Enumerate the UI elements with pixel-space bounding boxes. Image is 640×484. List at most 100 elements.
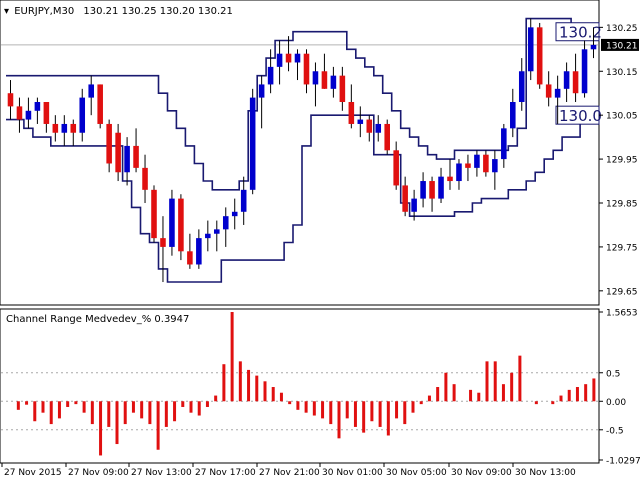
candle [518, 58, 525, 111]
candle [465, 154, 471, 182]
candle-body-bull [196, 238, 202, 265]
candle [231, 198, 238, 230]
candle-body-bear [142, 167, 148, 190]
candle-body-bull [267, 66, 274, 85]
candle [483, 150, 489, 177]
candle [501, 123, 507, 168]
candle [554, 75, 561, 124]
candle-body-bull [124, 145, 130, 173]
candle-body-bull [25, 110, 32, 120]
price-axis-label: 130.05 [606, 112, 638, 122]
candle-body-bull [563, 71, 570, 89]
candle-body-bear [151, 189, 157, 239]
candle-body-bull [61, 123, 68, 133]
candle-body-bull [518, 71, 525, 102]
candle-body-bull [240, 189, 247, 212]
candle [34, 97, 41, 124]
candle-body-bear [7, 93, 14, 107]
candle-body-bull [510, 102, 516, 129]
candle [411, 189, 417, 221]
candle [160, 216, 166, 283]
candle [151, 185, 157, 243]
candle [187, 233, 193, 269]
candle-body-bull [79, 97, 86, 133]
time-axis-label: 30 Nov 01:00 [322, 468, 383, 478]
indicator-bars [16, 312, 596, 456]
candle [536, 22, 543, 89]
chart-ohlc-values: 130.21 130.25 130.20 130.21 [83, 6, 233, 17]
candle-body-bull [214, 229, 220, 234]
candle [79, 88, 86, 142]
candle [402, 176, 408, 217]
time-axis: 27 Nov 2015 27 Nov 09:00 27 Nov 13:00 27 No… [1, 463, 576, 478]
candle-body-bull [474, 154, 480, 168]
candle [447, 159, 453, 190]
candle-body-bear [106, 123, 112, 164]
candle-body-bear [545, 84, 552, 98]
candle-body-bear [366, 119, 373, 133]
candle [249, 88, 256, 195]
candle-body-bear [429, 181, 435, 199]
candle [339, 66, 346, 111]
candle [88, 75, 94, 116]
candle [115, 123, 121, 182]
candle [267, 49, 274, 94]
candle [366, 115, 373, 142]
candle [456, 159, 462, 190]
candle-body-bear [285, 53, 292, 63]
time-axis-label: 27 Nov 13:00 [131, 468, 192, 478]
chart-header: ▾ EURJPY,M30 130.21 130.25 130.20 130.21 [4, 6, 233, 17]
chart-symbol-triangle-icon: ▾ [4, 6, 9, 17]
candle [43, 102, 50, 133]
chart-symbol-timeframe: EURJPY,M30 [14, 6, 74, 17]
candle [178, 194, 184, 261]
time-axis-label: 30 Nov 09:00 [451, 468, 512, 478]
candle [61, 115, 68, 146]
candle-body-bull [527, 27, 534, 72]
candle-body-bear [178, 198, 184, 252]
candle [384, 119, 390, 155]
price-axis-label: 130.25 [606, 24, 638, 34]
current-price-tag [601, 38, 639, 51]
indicator-pane-border [0, 308, 600, 464]
price-axis-label: 129.85 [606, 200, 638, 210]
candle [25, 97, 32, 129]
candle-body-bear [348, 102, 355, 124]
candle-body-bear [339, 75, 346, 102]
time-axis-label: 27 Nov 21:00 [259, 468, 320, 478]
candle-body-bear [384, 123, 390, 151]
candle-body-bear [43, 102, 50, 124]
time-axis-label: 30 Nov 05:00 [386, 468, 447, 478]
indicator-axis-label: 0.5 [606, 369, 620, 379]
price-axis-label: 129.75 [606, 243, 638, 253]
candle [169, 189, 175, 256]
time-axis-label: 27 Nov 2015 [4, 468, 62, 478]
candle [240, 176, 247, 225]
candle [581, 40, 588, 98]
candle [429, 176, 435, 212]
candle-body-bear [536, 27, 543, 85]
candle [276, 40, 283, 85]
candle-body-bear [447, 176, 453, 182]
candle [106, 119, 112, 173]
upper-channel-line [6, 17, 598, 191]
candle [572, 53, 579, 102]
candle [330, 66, 337, 98]
candle-body-bear [52, 123, 59, 133]
candle-body-bull [357, 119, 364, 124]
candle [321, 53, 328, 89]
candle [474, 150, 480, 177]
candle [142, 154, 148, 203]
indicator-axis-label: -0.5 [606, 426, 624, 436]
time-axis-label: 30 Nov 13:00 [515, 468, 576, 478]
candle-body-bull [294, 53, 301, 63]
price-axis-label: 129.65 [606, 287, 638, 297]
candle-body-bull [456, 163, 462, 182]
candle [527, 18, 534, 81]
candle-body-bull [276, 53, 283, 67]
candle-body-bear [572, 71, 579, 94]
candle-body-bear [115, 132, 121, 173]
candle-body-bull [581, 49, 588, 94]
candle [303, 49, 310, 94]
